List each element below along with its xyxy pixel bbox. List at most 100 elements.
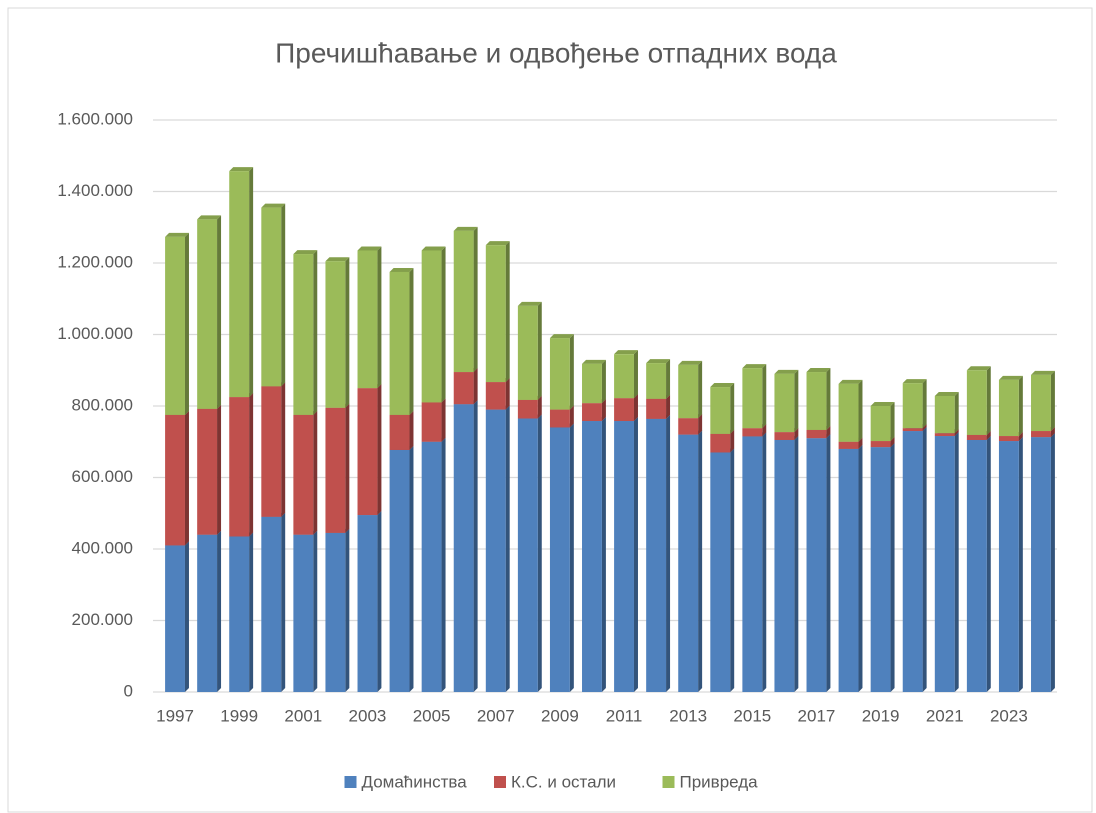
bar bbox=[646, 398, 667, 419]
bar-side bbox=[473, 226, 478, 373]
bar-side bbox=[569, 423, 574, 692]
bar bbox=[934, 436, 955, 692]
bar-side bbox=[313, 530, 318, 692]
bar bbox=[614, 421, 634, 692]
bar-side bbox=[826, 425, 831, 439]
bar bbox=[325, 261, 346, 408]
bar-top bbox=[165, 232, 189, 237]
bar bbox=[453, 372, 474, 405]
y-tick-label: 1.400.000 bbox=[57, 181, 133, 200]
bar-side bbox=[217, 404, 222, 535]
bar-top bbox=[934, 391, 959, 396]
bar-side bbox=[794, 435, 799, 692]
bar bbox=[966, 370, 987, 435]
bar-top bbox=[966, 366, 991, 371]
bar-side bbox=[473, 400, 478, 692]
bar-side bbox=[377, 384, 382, 516]
y-tick-label: 1.600.000 bbox=[57, 109, 133, 128]
bar-top bbox=[806, 368, 831, 373]
bar-top bbox=[357, 246, 382, 251]
bar-side bbox=[537, 414, 542, 692]
bar-side bbox=[345, 528, 350, 692]
bar bbox=[742, 368, 763, 429]
bar-top bbox=[517, 301, 542, 306]
bar-top bbox=[261, 203, 286, 208]
bar-side bbox=[441, 437, 446, 692]
x-tick-label: 2017 bbox=[798, 706, 836, 725]
bar bbox=[549, 409, 570, 428]
bar bbox=[485, 409, 506, 692]
bar-side bbox=[569, 405, 574, 428]
bar bbox=[806, 372, 827, 430]
bar-side bbox=[858, 437, 863, 449]
bar bbox=[357, 388, 378, 516]
bar-side bbox=[794, 369, 799, 433]
bar bbox=[1031, 374, 1051, 432]
bar-side bbox=[730, 429, 735, 453]
bar-top bbox=[582, 359, 606, 364]
bar-side bbox=[313, 410, 318, 535]
legend-label: Домаћинства bbox=[362, 772, 468, 791]
bar-side bbox=[537, 395, 542, 419]
bar-side bbox=[986, 435, 991, 692]
bar-side bbox=[762, 424, 767, 437]
bar bbox=[421, 250, 442, 403]
legend-swatch bbox=[494, 776, 506, 788]
bar-side bbox=[1050, 433, 1055, 692]
bar-side bbox=[505, 378, 510, 410]
bar-side bbox=[601, 399, 606, 422]
bar-top bbox=[229, 167, 254, 172]
bar-side bbox=[954, 391, 959, 434]
bar-side bbox=[249, 393, 254, 537]
bar-side bbox=[633, 350, 638, 399]
bar bbox=[678, 364, 699, 419]
bar-side bbox=[922, 424, 927, 432]
bar-side bbox=[505, 405, 510, 692]
bar bbox=[774, 439, 795, 692]
bar bbox=[261, 386, 282, 517]
bar-top bbox=[1031, 370, 1055, 375]
bar bbox=[998, 436, 1019, 442]
bar bbox=[357, 250, 378, 389]
bar bbox=[870, 441, 891, 448]
bar bbox=[197, 219, 218, 409]
bar bbox=[293, 414, 314, 535]
bar-side bbox=[890, 437, 895, 448]
bar bbox=[966, 439, 987, 692]
bar bbox=[421, 441, 442, 692]
bar-side bbox=[441, 398, 446, 442]
bar bbox=[357, 515, 378, 692]
bar-side bbox=[377, 511, 382, 692]
bar bbox=[774, 432, 795, 440]
bar bbox=[165, 236, 185, 415]
legend-swatch bbox=[344, 776, 357, 788]
bar-top bbox=[774, 369, 799, 374]
bar-side bbox=[986, 430, 991, 440]
bar bbox=[710, 452, 731, 692]
bar-top bbox=[838, 379, 863, 384]
bar-side bbox=[890, 402, 895, 442]
bar bbox=[389, 414, 410, 450]
bar bbox=[325, 407, 346, 533]
bar bbox=[549, 338, 570, 410]
bar-side bbox=[666, 359, 671, 399]
bar bbox=[966, 434, 987, 440]
bar bbox=[197, 408, 218, 535]
bar bbox=[293, 534, 314, 692]
bar-side bbox=[794, 428, 799, 440]
bar-side bbox=[1018, 375, 1023, 437]
y-tick-label: 1.200.000 bbox=[57, 252, 133, 271]
bar bbox=[485, 382, 506, 410]
bar-side bbox=[184, 410, 189, 546]
bar-side bbox=[249, 167, 254, 398]
bar-side bbox=[762, 432, 767, 692]
bar bbox=[229, 536, 250, 692]
bar bbox=[453, 230, 474, 373]
bar-side bbox=[858, 379, 863, 442]
bar bbox=[902, 383, 923, 429]
bar-side bbox=[826, 434, 831, 692]
y-tick-label: 800.000 bbox=[72, 395, 133, 414]
bar-side bbox=[890, 443, 895, 692]
bar-side bbox=[217, 530, 222, 692]
x-tick-label: 2003 bbox=[349, 706, 387, 725]
